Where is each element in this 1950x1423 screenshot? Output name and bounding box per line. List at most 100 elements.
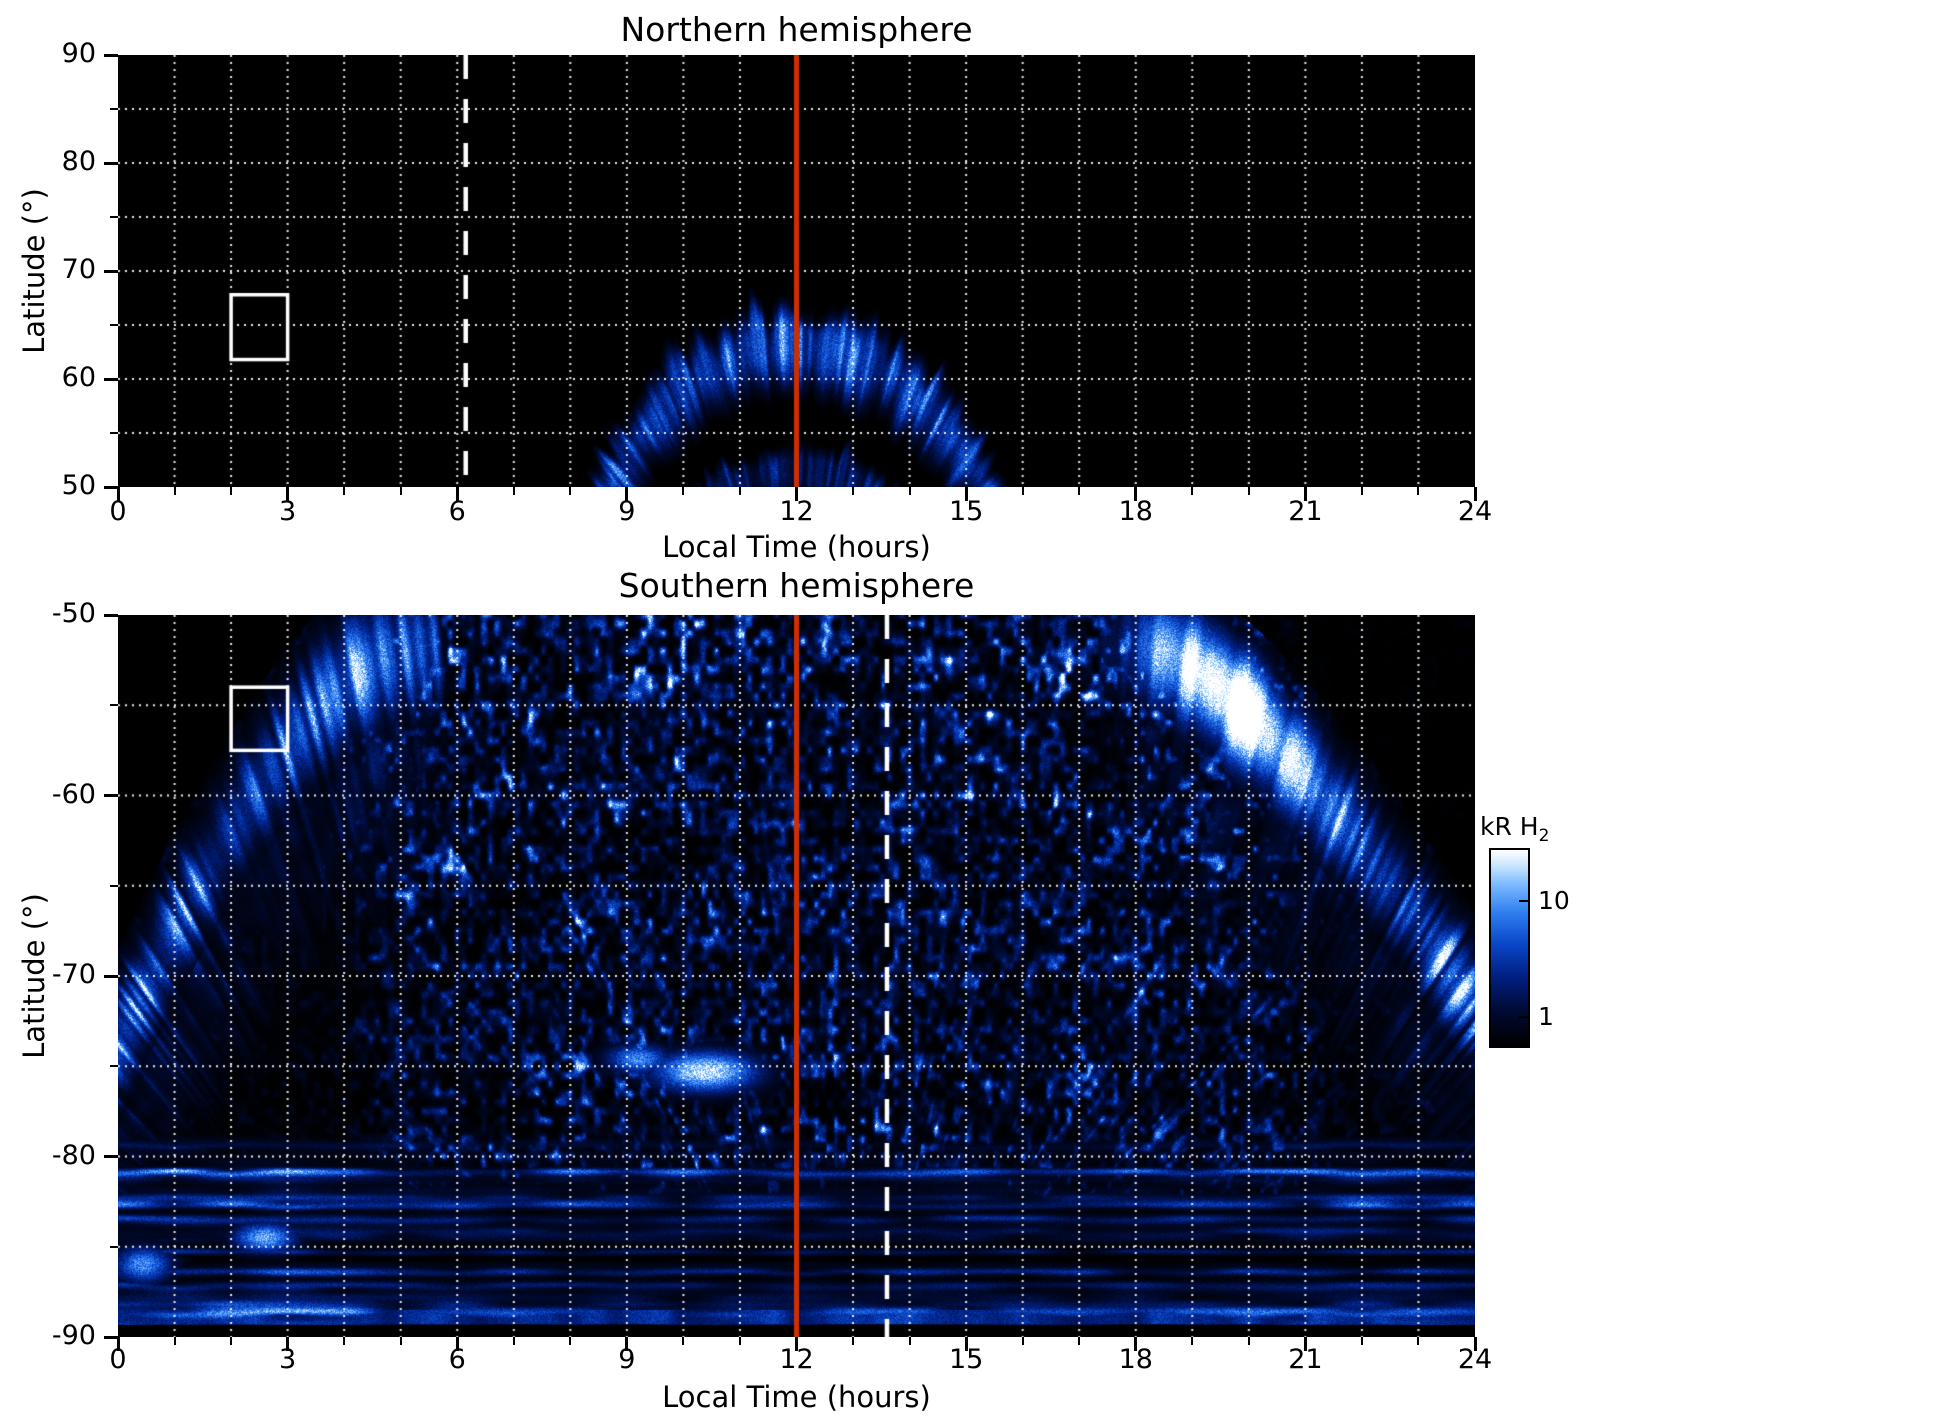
x-minor-tick [343, 487, 346, 495]
y-tick-label: -60 [51, 778, 96, 810]
y-minor-tick [110, 108, 118, 110]
y-tick-label: 90 [61, 38, 96, 69]
x-tick-label: 15 [948, 1344, 984, 1375]
y-tick-label: -80 [51, 1139, 96, 1171]
x-minor-tick [173, 487, 176, 495]
x-major-tick [116, 487, 120, 501]
y-tick-label: 70 [61, 254, 96, 285]
x-minor-tick [738, 1337, 741, 1345]
x-major-tick [795, 487, 798, 501]
x-minor-tick [1021, 1337, 1024, 1345]
y-minor-tick [110, 216, 118, 218]
x-tick-label: 21 [1288, 1344, 1323, 1375]
y-major-tick [104, 1155, 118, 1158]
x-tick-label: 24 [1457, 1344, 1493, 1375]
y-minor-tick [110, 432, 118, 434]
x-minor-tick [1191, 487, 1194, 495]
x-minor-tick [682, 1337, 685, 1345]
x-major-tick [1134, 1337, 1138, 1351]
x-tick-label: 24 [1457, 496, 1493, 527]
y-minor-tick [110, 1245, 118, 1248]
x-major-tick [964, 487, 968, 501]
y-tick-label: 60 [61, 362, 96, 393]
north-panel-title: Northern hemisphere [620, 10, 973, 49]
x-minor-tick [1417, 1337, 1420, 1345]
y-major-tick [104, 161, 118, 165]
y-tick-label: 80 [61, 146, 96, 177]
x-tick-label: 18 [1118, 496, 1153, 527]
x-minor-tick [569, 487, 572, 495]
colorbar-gradient [1489, 848, 1530, 1048]
south-x-axis-label: Local Time (hours) [662, 1380, 931, 1414]
y-major-tick [104, 1335, 118, 1339]
x-major-tick [1134, 487, 1138, 501]
x-tick-label: 12 [779, 496, 814, 527]
y-tick-label: 50 [61, 470, 96, 501]
y-major-tick [104, 613, 118, 617]
x-minor-tick [852, 1337, 855, 1345]
y-major-tick [104, 53, 118, 57]
x-minor-tick [1360, 487, 1363, 495]
south-heatmap-canvas [118, 615, 1475, 1337]
x-tick-label: 0 [109, 1344, 127, 1375]
y-major-tick [104, 377, 118, 381]
y-major-tick [104, 794, 118, 797]
x-tick-label: 9 [618, 1344, 636, 1375]
north-x-axis-label: Local Time (hours) [662, 530, 931, 564]
x-minor-tick [1417, 487, 1420, 495]
colorbar-tick [1519, 899, 1528, 902]
x-minor-tick [569, 1337, 572, 1345]
colorbar-title-subscript: 2 [1538, 826, 1550, 846]
x-major-tick [795, 1337, 798, 1351]
y-tick-label: -50 [51, 598, 96, 629]
colorbar-tick-label: 10 [1538, 885, 1570, 915]
x-minor-tick [1078, 487, 1081, 495]
y-tick-label: -70 [51, 959, 96, 990]
x-minor-tick [512, 1337, 515, 1345]
y-minor-tick [110, 1065, 118, 1068]
x-major-tick [455, 1337, 459, 1351]
x-minor-tick [908, 487, 911, 495]
y-minor-tick [110, 324, 118, 326]
x-minor-tick [343, 1337, 346, 1345]
x-minor-tick [230, 1337, 233, 1345]
x-minor-tick [1247, 487, 1250, 495]
y-major-tick [104, 485, 118, 489]
x-major-tick [455, 487, 459, 501]
x-minor-tick [908, 1337, 911, 1345]
x-minor-tick [399, 487, 402, 495]
x-minor-tick [1360, 1337, 1363, 1345]
y-major-tick [104, 269, 118, 273]
x-minor-tick [738, 487, 741, 495]
y-minor-tick [110, 884, 118, 887]
x-major-tick [1473, 1337, 1477, 1351]
colorbar-title-text: kR H [1480, 812, 1539, 841]
x-minor-tick [512, 487, 515, 495]
x-minor-tick [173, 1337, 176, 1345]
colorbar-title: kR H2 [1480, 812, 1549, 846]
x-major-tick [964, 1337, 968, 1351]
x-tick-label: 0 [109, 496, 127, 527]
colorbar-tick-label: 1 [1538, 1001, 1554, 1031]
x-major-tick [625, 1337, 629, 1351]
x-minor-tick [230, 487, 233, 495]
x-tick-label: 15 [948, 496, 984, 527]
x-minor-tick [852, 487, 855, 495]
x-minor-tick [682, 487, 685, 495]
x-major-tick [116, 1337, 120, 1351]
x-tick-label: 9 [618, 496, 636, 527]
x-minor-tick [1021, 487, 1024, 495]
x-tick-label: 6 [448, 1344, 466, 1375]
x-tick-label: 3 [279, 496, 297, 527]
y-major-tick [104, 974, 118, 978]
south-panel-title: Southern hemisphere [618, 566, 975, 605]
x-major-tick [1303, 1337, 1307, 1351]
x-tick-label: 6 [448, 496, 466, 527]
x-tick-label: 21 [1288, 496, 1323, 527]
x-major-tick [286, 487, 290, 501]
x-major-tick [1473, 487, 1477, 501]
x-major-tick [1303, 487, 1307, 501]
y-tick-label: -90 [51, 1320, 96, 1351]
x-tick-label: 3 [279, 1344, 297, 1375]
